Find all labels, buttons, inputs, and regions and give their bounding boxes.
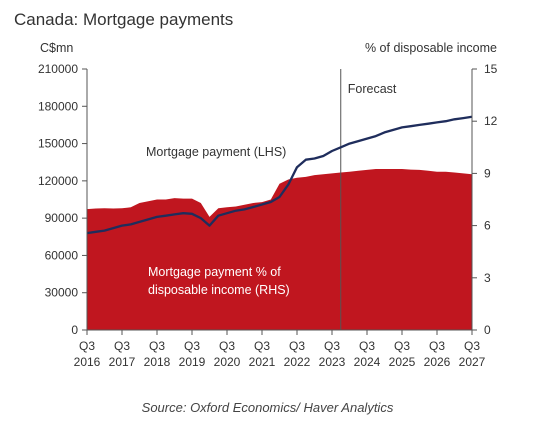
x-tick-quarter-label: Q3: [359, 339, 375, 353]
x-tick-year-label: 2020: [214, 355, 241, 369]
forecast-layer: Forecast: [340, 69, 397, 330]
area-layer: [87, 169, 472, 330]
right-tick-label: 15: [484, 62, 498, 76]
right-tick-label: 12: [484, 114, 498, 128]
x-tick-quarter-label: Q3: [289, 339, 305, 353]
axis-layer: 210000 180000 150000 120000 90000 60000 30000 0…: [38, 62, 498, 369]
right-tick-label: 3: [484, 271, 491, 285]
x-tick-quarter-label: Q3: [464, 339, 480, 353]
area-series-label-line1: Mortgage payment % of: [148, 265, 281, 279]
right-axis-unit: % of disposable income: [364, 41, 497, 55]
right-tick-label: 0: [484, 323, 491, 337]
left-tick-label: 180000: [38, 99, 78, 113]
x-tick-year-label: 2016: [74, 355, 101, 369]
x-tick-year-label: 2021: [249, 355, 276, 369]
left-tick-label: 150000: [38, 137, 78, 151]
line-layer: [86, 115, 473, 235]
x-tick-year-label: 2023: [319, 355, 346, 369]
x-tick-year-label: 2018: [144, 355, 171, 369]
chart-title: Canada: Mortgage payments: [14, 10, 234, 29]
left-tick-label: 120000: [38, 174, 78, 188]
line-series-label: Mortgage payment (LHS): [146, 145, 286, 159]
x-tick-quarter-label: Q3: [219, 339, 235, 353]
x-tick-quarter-label: Q3: [114, 339, 130, 353]
chart-source: Source: Oxford Economics/ Haver Analytic…: [141, 400, 394, 415]
line-series-mortgage-payment: [86, 115, 473, 235]
x-tick-year-label: 2024: [354, 355, 381, 369]
left-tick-label: 0: [71, 323, 78, 337]
left-tick-label: 210000: [38, 62, 78, 76]
x-tick-quarter-label: Q3: [429, 339, 445, 353]
x-tick-year-label: 2027: [459, 355, 486, 369]
area-series-pct-income: [87, 169, 472, 330]
left-tick-label: 60000: [45, 248, 79, 262]
x-tick-quarter-label: Q3: [149, 339, 165, 353]
x-tick-year-label: 2022: [284, 355, 311, 369]
left-axis-unit: C$mn: [40, 41, 74, 55]
right-tick-label: 9: [484, 166, 491, 180]
area-series-label-line2: disposable income (RHS): [148, 283, 290, 297]
x-tick-year-label: 2017: [109, 355, 136, 369]
x-tick-quarter-label: Q3: [184, 339, 200, 353]
left-tick-label: 90000: [45, 211, 79, 225]
x-tick-quarter-label: Q3: [79, 339, 95, 353]
x-tick-quarter-label: Q3: [394, 339, 410, 353]
forecast-label: Forecast: [348, 82, 397, 96]
x-tick-year-label: 2025: [389, 355, 416, 369]
x-tick-quarter-label: Q3: [324, 339, 340, 353]
right-tick-label: 6: [484, 219, 491, 233]
x-tick-year-label: 2019: [179, 355, 206, 369]
x-tick-quarter-label: Q3: [254, 339, 270, 353]
x-tick-year-label: 2026: [424, 355, 451, 369]
left-tick-label: 30000: [45, 286, 79, 300]
